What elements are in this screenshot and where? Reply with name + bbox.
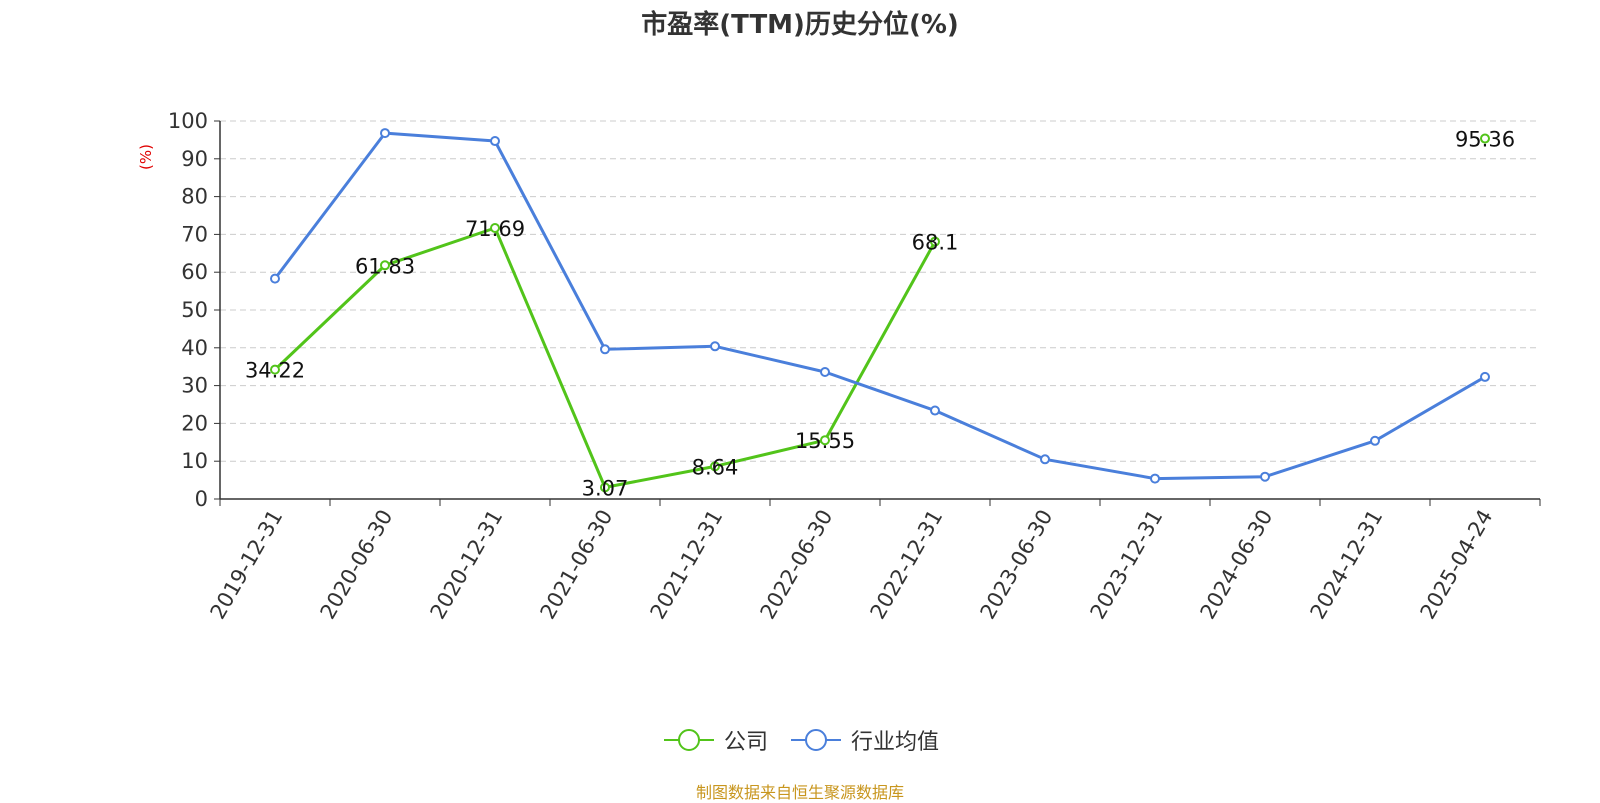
x-tick-label: 2020-06-30 xyxy=(316,506,398,624)
y-tick-label: 50 xyxy=(181,298,208,322)
data-label: 71.69 xyxy=(465,217,525,241)
data-point-0 xyxy=(600,482,610,493)
legend-label-company: 公司 xyxy=(724,730,769,755)
data-point-1 xyxy=(820,366,830,377)
x-tick-label: 2025-04-24 xyxy=(1416,506,1498,624)
legend-item-industry-average[interactable]: 行业均值 xyxy=(791,725,939,755)
y-tick-label: 20 xyxy=(181,411,208,435)
x-tick-label: 2022-06-30 xyxy=(756,506,838,624)
x-tick-label: 2023-12-31 xyxy=(1086,506,1168,624)
data-point-1 xyxy=(1040,454,1050,465)
x-tick-label: 2024-06-30 xyxy=(1196,506,1278,624)
chart-title: 市盈率(TTM)历史分位(%) xyxy=(641,10,959,40)
data-point-1 xyxy=(270,273,280,284)
data-label: 15.55 xyxy=(795,429,855,453)
x-tick-label: 2021-12-31 xyxy=(646,506,728,624)
data-point-1 xyxy=(1260,471,1270,482)
x-tick-label: 2020-12-31 xyxy=(426,506,508,624)
data-point-1 xyxy=(380,128,390,139)
legend: 公司 行业均值 xyxy=(0,725,1600,755)
legend-label-industry-average: 行业均值 xyxy=(851,730,940,755)
data-point-0 xyxy=(930,236,940,247)
legend-marker-icon xyxy=(664,729,714,751)
data-point-1 xyxy=(1480,371,1490,382)
data-label: 34.22 xyxy=(245,359,305,383)
y-tick-label: 60 xyxy=(181,260,208,284)
data-point-0 xyxy=(490,223,500,234)
y-tick-label: 70 xyxy=(181,222,208,246)
data-label: 95.36 xyxy=(1455,128,1515,152)
y-tick-label: 40 xyxy=(181,336,208,360)
data-point-0 xyxy=(820,435,830,446)
legend-item-company[interactable]: 公司 xyxy=(664,725,768,755)
y-tick-label: 90 xyxy=(181,147,208,171)
data-point-0 xyxy=(380,260,390,271)
data-point-1 xyxy=(930,405,940,416)
x-tick-label: 2023-06-30 xyxy=(976,506,1058,624)
data-label: 68.1 xyxy=(912,231,959,255)
x-tick-label: 2021-06-30 xyxy=(536,506,618,624)
data-label: 8.64 xyxy=(692,455,739,479)
data-point-1 xyxy=(1370,435,1380,446)
data-point-1 xyxy=(1150,473,1160,484)
y-tick-label: 100 xyxy=(168,109,208,133)
data-source-note: 制图数据来自恒生聚源数据库 xyxy=(695,783,904,802)
x-tick-label: 2019-12-31 xyxy=(206,506,288,624)
y-tick-label: 0 xyxy=(195,487,208,511)
y-tick-label: 80 xyxy=(181,185,208,209)
data-point-1 xyxy=(600,344,610,355)
x-tick-label: 2022-12-31 xyxy=(866,506,948,624)
data-point-0 xyxy=(1480,133,1490,144)
data-label: 61.83 xyxy=(355,254,415,278)
series-line-1 xyxy=(273,131,1486,481)
y-tick-label: 10 xyxy=(181,449,208,473)
data-point-0 xyxy=(710,461,720,472)
y-tick-label: 30 xyxy=(181,374,208,398)
data-point-1 xyxy=(490,136,500,147)
data-point-0 xyxy=(270,364,280,375)
data-label: 3.07 xyxy=(582,476,629,500)
legend-marker-icon xyxy=(791,729,841,751)
data-point-1 xyxy=(710,341,720,352)
x-tick-label: 2024-12-31 xyxy=(1306,506,1388,624)
